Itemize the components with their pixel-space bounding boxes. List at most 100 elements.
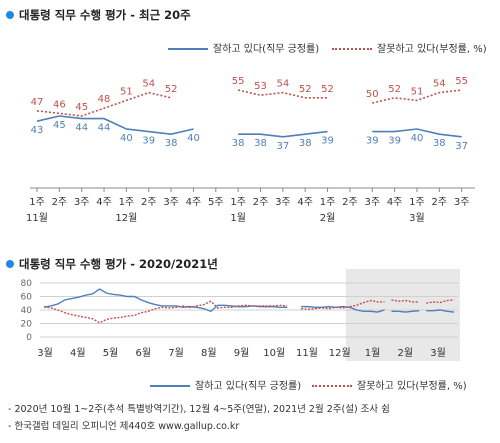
x-tick-label: 2주 [141, 197, 157, 208]
negative-data-label: 51 [120, 86, 133, 97]
x-tick-label: 3주 [454, 197, 470, 208]
negative-data-label: 46 [53, 99, 66, 110]
month-label: 7월 [168, 347, 184, 359]
negative-series-line [391, 299, 420, 303]
x-tick-label: 3주 [74, 197, 90, 208]
positive-data-label: 39 [321, 136, 334, 147]
negative-series-line [426, 299, 455, 304]
negative-data-label: 55 [455, 76, 468, 87]
x-tick-label: 3주 [275, 197, 291, 208]
positive-data-label: 39 [142, 136, 155, 147]
month-label: 3월 [430, 347, 446, 359]
positive-series-line [391, 309, 420, 313]
x-tick-label: 2주 [432, 197, 448, 208]
positive-series-line [426, 309, 455, 313]
positive-data-label: 39 [366, 136, 379, 147]
positive-data-label: 37 [276, 141, 289, 152]
negative-data-label: 48 [98, 94, 111, 105]
positive-data-label: 38 [232, 138, 245, 149]
positive-series-line [372, 128, 462, 138]
negative-series-line [43, 300, 288, 324]
month-label: 1월 [230, 212, 246, 224]
negative-series-line [36, 91, 172, 117]
y-tick-label: 20 [21, 320, 33, 330]
y-tick-label: 60 [21, 293, 33, 303]
positive-series-line [301, 305, 385, 313]
footnote-1: - 2020년 10월 1~2주(추석 특별방역기간), 12월 4~5주(연말… [8, 404, 390, 415]
x-tick-label: 1주 [409, 197, 425, 208]
month-label: 5월 [103, 347, 119, 359]
month-label: 4월 [70, 347, 86, 359]
positive-data-label: 44 [75, 123, 88, 134]
x-tick-label: 2주 [253, 197, 269, 208]
footnote-2: - 한국갤럽 데일리 오피니언 제440호 www.gallup.co.kr [8, 421, 240, 432]
negative-data-label: 45 [75, 102, 88, 113]
shaded-region [345, 269, 460, 361]
chart1-plot: 1주 2주 3주 4주 1주 2주 3주 4주 5주 1주 2주 3주 4주 1주 2주 3주 4주 1주 2주 3주… [26, 76, 475, 224]
month-label: 1월 [365, 347, 381, 359]
x-tick-label: 2주 [52, 197, 68, 208]
negative-data-label: 52 [165, 84, 178, 95]
positive-series-line [43, 288, 288, 313]
month-label: 10월 [263, 347, 285, 359]
x-tick-label: 2주 [342, 197, 358, 208]
positive-data-label: 40 [411, 133, 424, 144]
negative-data-label: 54 [142, 79, 155, 90]
dotted-line-icon [332, 48, 372, 50]
positive-data-label: 38 [165, 138, 178, 149]
x-tick-label: 1주 [230, 197, 246, 208]
y-tick-label: 40 [21, 306, 33, 316]
bullet-icon [6, 259, 14, 268]
positive-series-line [238, 130, 328, 138]
x-tick-label: 1주 [29, 197, 45, 208]
negative-data-label: 50 [366, 89, 379, 100]
negative-data-label: 54 [276, 79, 289, 90]
month-label: 12월 [329, 347, 351, 359]
month-label: 12월 [115, 212, 137, 224]
solid-line-icon [168, 48, 208, 50]
positive-data-label: 40 [187, 133, 200, 144]
solid-line-icon [150, 385, 190, 387]
x-tick-label: 1주 [320, 197, 336, 208]
y-tick-label: 80 [21, 279, 33, 289]
month-label: 3월 [37, 347, 53, 359]
x-tick-label: 1주 [119, 197, 135, 208]
negative-series-line [301, 299, 385, 311]
month-label: 3월 [409, 212, 425, 224]
x-tick-label: 4주 [96, 197, 112, 208]
month-label: 2월 [320, 212, 336, 224]
positive-data-label: 40 [120, 133, 133, 144]
positive-data-label: 38 [299, 138, 312, 149]
negative-data-label: 47 [31, 97, 44, 108]
positive-data-label: 43 [31, 125, 44, 136]
positive-data-label: 45 [53, 120, 66, 131]
positive-series-line [36, 115, 194, 136]
negative-series-line [372, 89, 462, 104]
negative-data-label: 54 [433, 79, 446, 90]
x-tick-label: 4주 [387, 197, 403, 208]
negative-data-label: 52 [388, 84, 401, 95]
chart1-legend-negative: 잘못하고 있다(부정률, %) [332, 40, 487, 55]
x-tick-label: 3주 [364, 197, 380, 208]
x-tick-label: 4주 [186, 197, 202, 208]
chart1-legend-positive: 잘하고 있다(직무 긍정률) [168, 40, 319, 55]
x-tick-label: 5주 [208, 197, 224, 208]
chart2-legend-positive: 잘하고 있다(직무 긍정률) [150, 377, 301, 392]
negative-data-label: 51 [411, 86, 424, 97]
dotted-line-icon [312, 385, 352, 387]
positive-data-label: 39 [388, 136, 401, 147]
month-label: 11월 [26, 212, 48, 224]
negative-data-label: 52 [299, 84, 312, 95]
month-label: 11월 [296, 347, 318, 359]
month-label: 2월 [397, 347, 413, 359]
x-tick-label: 4주 [297, 197, 313, 208]
negative-data-label: 52 [321, 84, 334, 95]
month-label: 8월 [201, 347, 217, 359]
month-label: 6월 [135, 347, 151, 359]
chart2-title: 대통령 직무 수행 평가 - 2020/2021년 [6, 256, 218, 272]
positive-data-label: 38 [254, 138, 267, 149]
positive-data-label: 44 [98, 123, 111, 134]
x-tick-label: 3주 [163, 197, 179, 208]
positive-data-label: 38 [433, 138, 446, 149]
